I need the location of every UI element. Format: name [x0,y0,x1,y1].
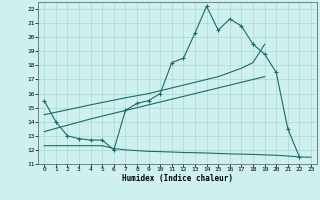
X-axis label: Humidex (Indice chaleur): Humidex (Indice chaleur) [122,174,233,183]
